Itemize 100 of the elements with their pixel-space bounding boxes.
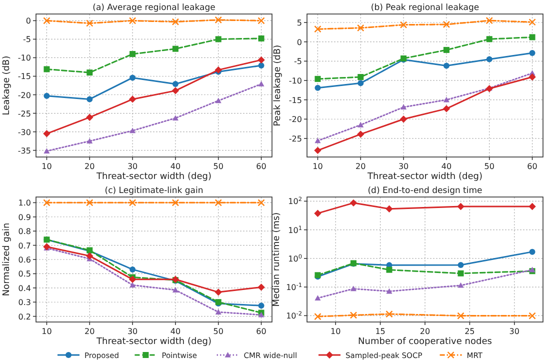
- point: [128, 276, 136, 283]
- point: [486, 56, 492, 62]
- y-axis-title: Leakage (dB): [2, 56, 12, 116]
- y-tick-label: 10$^{0}$: [288, 253, 302, 264]
- chart-title: (b) Peak regional leakage: [370, 3, 480, 13]
- point: [442, 105, 450, 112]
- point: [529, 50, 536, 56]
- point: [214, 16, 222, 24]
- x-tick-label: 25: [464, 327, 475, 336]
- x-tick-label: 10: [312, 162, 323, 171]
- y-tick-label: 0.8: [18, 227, 31, 236]
- point: [258, 35, 264, 42]
- x-axis-title: Threat-sector width (deg): [366, 172, 482, 182]
- point: [400, 116, 408, 123]
- y-axis-title: Peak leakage (dB): [273, 44, 283, 126]
- chart-title: (d) End-to-end design time: [368, 186, 482, 196]
- point: [44, 148, 50, 154]
- point: [215, 309, 222, 314]
- point: [358, 80, 364, 86]
- point: [214, 199, 222, 206]
- point: [314, 25, 322, 33]
- point: [350, 286, 356, 292]
- y-tick-label: 0: [26, 16, 31, 26]
- point: [86, 138, 93, 144]
- point: [350, 312, 358, 319]
- point: [258, 284, 265, 291]
- point: [258, 302, 264, 309]
- point: [443, 46, 450, 53]
- point: [86, 199, 94, 206]
- point: [43, 199, 50, 206]
- y-tick-label: -10: [18, 54, 31, 63]
- x-tick-label: 10: [42, 327, 52, 336]
- y-tick-label: -15: [288, 96, 302, 105]
- chart-title: (c) Legitimate-link gain: [104, 186, 204, 196]
- point: [128, 199, 136, 206]
- y-tick-label: 0: [296, 38, 302, 47]
- point: [314, 312, 322, 320]
- point: [457, 202, 464, 210]
- point: [529, 248, 536, 255]
- y-tick-label: -20: [18, 90, 31, 100]
- point: [86, 252, 94, 260]
- y-tick-label: -25: [18, 109, 31, 118]
- y-axis-title: Median runtime (ms): [272, 212, 282, 307]
- y-tick-label: 0.9: [18, 212, 31, 222]
- y-tick-label: 0.7: [18, 241, 31, 250]
- x-tick-label: 50: [484, 162, 494, 171]
- point: [457, 312, 464, 320]
- x-tick-label: 20: [84, 162, 95, 171]
- point: [172, 199, 180, 206]
- x-tick-label: 60: [256, 327, 266, 336]
- point: [386, 205, 393, 212]
- point: [214, 66, 222, 74]
- point: [358, 122, 364, 128]
- point: [400, 21, 408, 28]
- point: [44, 92, 50, 99]
- point: [43, 17, 50, 24]
- point: [386, 288, 392, 294]
- x-tick-label: 20: [420, 327, 430, 336]
- point: [172, 87, 180, 94]
- x-tick-label: 10: [330, 327, 341, 336]
- x-tick-label: 40: [441, 162, 452, 171]
- point: [314, 138, 321, 144]
- point: [529, 34, 536, 40]
- point: [86, 114, 94, 121]
- y-tick-label: 0.4: [18, 284, 31, 293]
- point: [358, 74, 364, 80]
- point: [128, 17, 136, 24]
- point: [443, 96, 450, 102]
- point: [172, 115, 178, 120]
- point: [350, 199, 358, 207]
- point: [357, 130, 364, 138]
- point: [357, 24, 364, 32]
- x-axis-title: Threat-sector width (deg): [96, 172, 212, 182]
- point: [442, 20, 450, 28]
- point: [215, 98, 222, 104]
- y-tick-label: -5: [23, 35, 31, 44]
- point: [386, 310, 393, 318]
- point: [443, 62, 450, 69]
- y-tick-label: 10$^{2}$: [288, 196, 302, 206]
- point: [258, 56, 265, 64]
- y-tick-label: 0.5: [18, 270, 31, 279]
- y-tick-label: 0.2: [18, 312, 31, 322]
- point: [86, 20, 94, 27]
- x-tick-label: 40: [170, 162, 181, 171]
- x-tick-label: 30: [509, 327, 520, 336]
- point: [86, 70, 93, 76]
- point: [458, 262, 464, 268]
- point: [130, 128, 136, 134]
- point: [400, 104, 407, 110]
- x-axis-title: Threat-sector width (deg): [96, 337, 212, 347]
- point: [172, 46, 178, 52]
- y-tick-label: -20: [288, 115, 302, 124]
- y-tick-label: -5: [294, 57, 302, 66]
- y-tick-label: -10: [288, 76, 302, 86]
- chart-title: (a) Average regional leakage: [92, 3, 216, 13]
- x-tick-label: 10: [42, 162, 52, 171]
- point: [172, 287, 178, 292]
- point: [86, 96, 93, 102]
- point: [214, 288, 222, 296]
- point: [314, 146, 322, 154]
